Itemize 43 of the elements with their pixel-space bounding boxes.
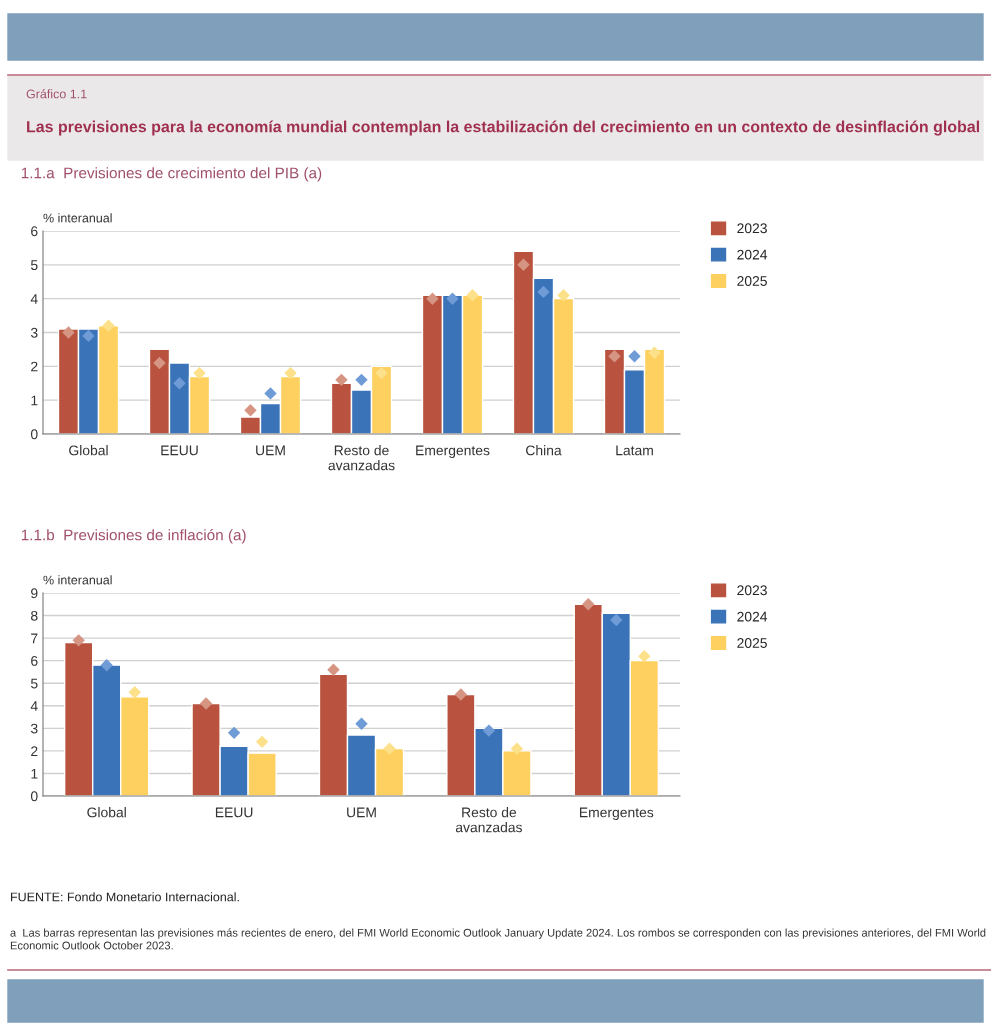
x-tick-label: EEUU: [215, 807, 253, 818]
y-tick-label: 7: [31, 633, 38, 644]
y-tick-label: 1: [31, 768, 38, 779]
legend-label: 2024: [737, 249, 768, 260]
text: Gráfico 1.1: [26, 89, 87, 99]
chart-title: 1.1.b Previsiones de inflación (a): [21, 528, 246, 544]
text: Las previsiones para la economía mundial contemplan la estabilización del crecimiento en un contexto de desinflación global: [27, 120, 980, 136]
y-tick-label: 3: [30, 327, 38, 338]
y-tick-label: 5: [30, 678, 38, 689]
x-tick-label: Emergentes: [580, 807, 654, 821]
legend-label: 2023: [737, 585, 767, 596]
y-tick-label: 5: [30, 260, 38, 270]
y-tick-label: 2: [31, 746, 38, 756]
x-tick-label: UEM: [347, 807, 376, 818]
x-tick-label: Resto de avanzadas: [328, 445, 395, 471]
y-tick-label: 6: [31, 226, 38, 237]
y-tick-label: 1: [31, 395, 38, 406]
y-tick-label: 0: [30, 791, 38, 802]
y-tick-label: 4: [30, 294, 38, 304]
legend-label: 2024: [737, 611, 768, 622]
y-tick-label: 6: [31, 656, 38, 666]
y-axis-title: % interanual: [43, 575, 112, 585]
x-tick-label: Global: [69, 445, 108, 456]
x-tick-label: China: [526, 445, 562, 456]
x-tick-label: Global: [87, 807, 126, 818]
chart-title: 1.1.a Previsiones de crecimiento del PIB (a): [21, 167, 322, 182]
source-note: FUENTE: Fondo Monetario Internacional.: [11, 892, 239, 902]
y-tick-label: 2: [31, 361, 38, 372]
y-tick-label: 9: [31, 588, 38, 599]
x-tick-label: Latam: [616, 445, 653, 456]
y-tick-label: 8: [31, 610, 38, 621]
x-tick-label: EEUU: [161, 445, 198, 456]
x-tick-label: UEM: [256, 445, 285, 456]
legend-label: 2023: [737, 223, 767, 234]
legend-label: 2025: [737, 276, 767, 286]
text: a Las barras representan las previsiones más recientes de enero, del FMI World Economic Outlook January Update 2024. Los rombos se corresponden con las previsiones anteriores, del FMI World Economic Outlook October 2023.: [10, 928, 986, 950]
x-tick-label: Resto de avanzadas: [455, 807, 522, 833]
y-axis-title: % interanual: [43, 213, 112, 223]
y-tick-label: 0: [30, 429, 38, 440]
y-tick-label: 3: [30, 723, 38, 734]
x-tick-label: Emergentes: [416, 445, 490, 459]
legend-label: 2025: [737, 638, 767, 648]
y-tick-label: 4: [30, 701, 38, 711]
